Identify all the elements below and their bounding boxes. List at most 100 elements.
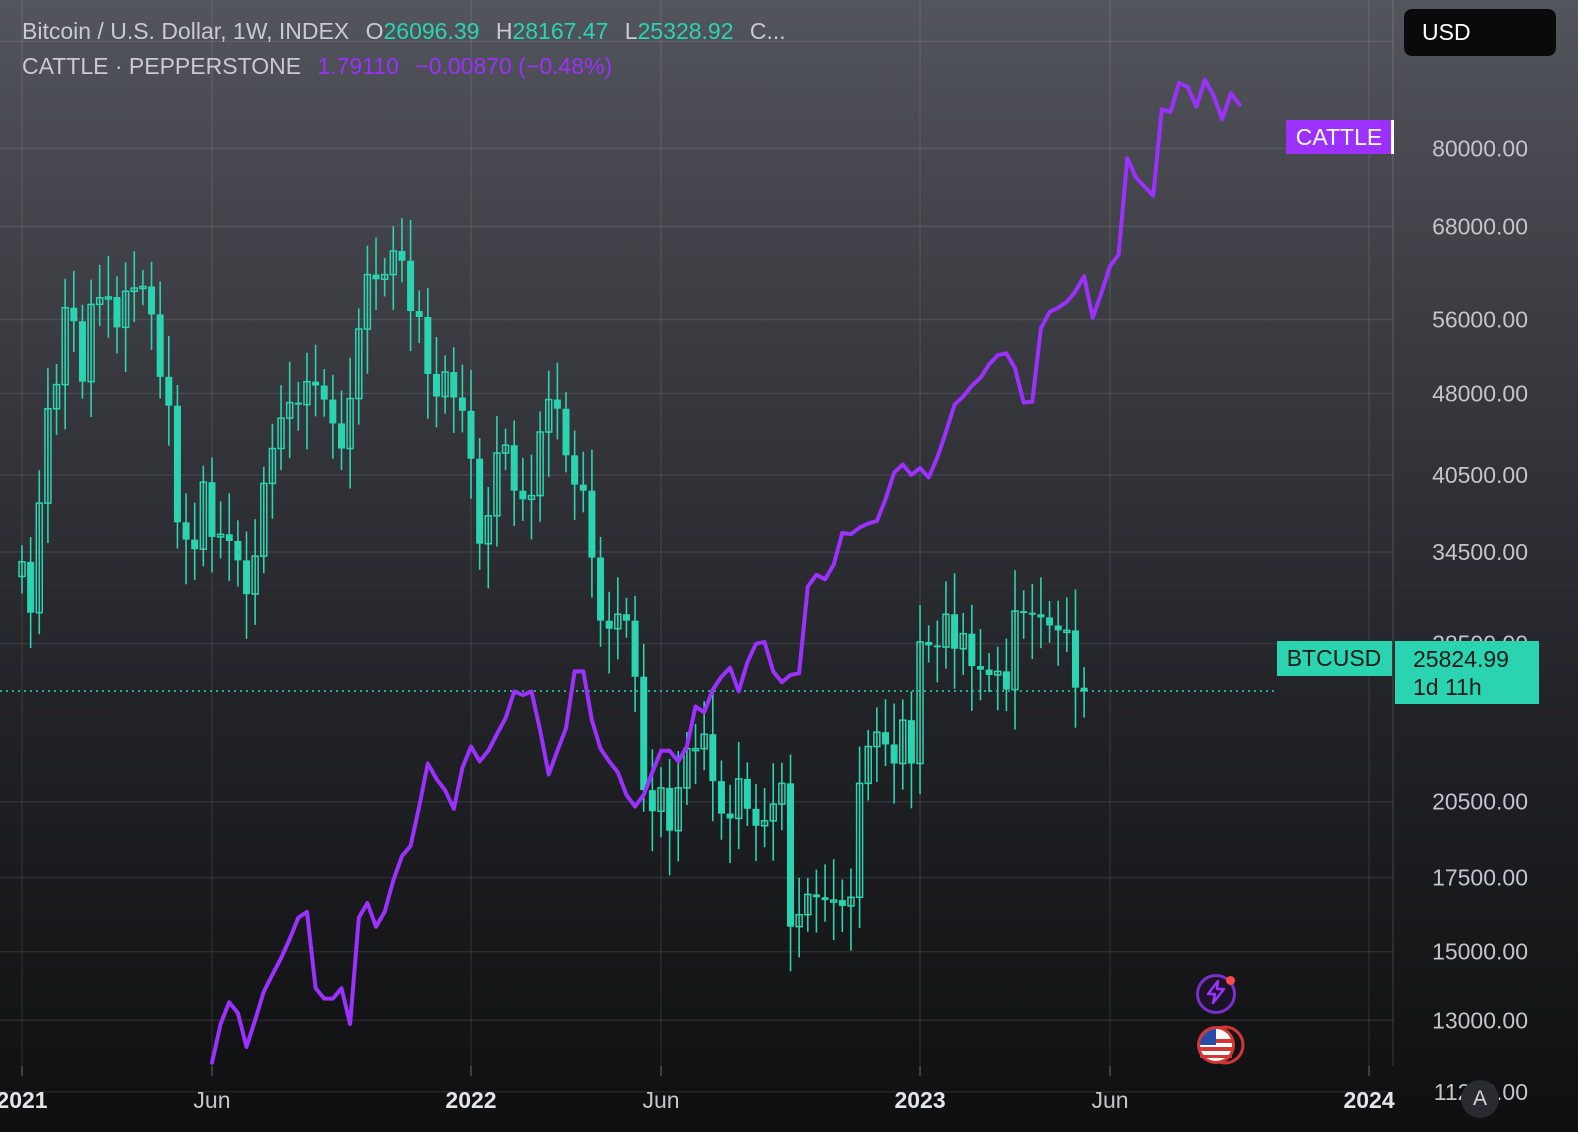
candle-body-up (501, 444, 510, 454)
symbol-title: Bitcoin / U.S. Dollar, 1W, INDEX (22, 18, 350, 44)
candle-body-down (1046, 617, 1054, 626)
candle-body-down (337, 423, 345, 449)
candle-body-up (795, 913, 803, 928)
candle-body-up (35, 502, 44, 614)
candle-body-down (968, 633, 976, 667)
candle-body-down (709, 734, 717, 782)
time-tick-label: 2021 (0, 1087, 48, 1113)
candle-body-down (890, 744, 898, 764)
candle-body-down (752, 808, 760, 826)
low-value: 25328.92 (637, 18, 734, 44)
candle-body-down (1002, 671, 1010, 690)
candle-body-up (778, 782, 786, 805)
candle-body-up (899, 719, 907, 765)
candle-body-down (243, 560, 251, 595)
price-tick-label: 17500.00 (1432, 865, 1528, 891)
price-tick-label: 56000.00 (1432, 307, 1528, 333)
candle-body-down (553, 399, 561, 409)
high-value: 28167.47 (512, 18, 609, 44)
candle-body-down (571, 455, 579, 485)
candle-body-up (441, 371, 449, 398)
candle-body-up (657, 787, 665, 812)
candle-body-up (804, 893, 812, 916)
candle-body-down (519, 490, 527, 500)
candle-body-up (614, 613, 622, 630)
candle-body-up (484, 515, 493, 545)
candle-body-up (389, 250, 398, 276)
candle-body-up (303, 380, 311, 406)
economic-events-button[interactable] (1195, 1022, 1247, 1068)
candle-body-down (588, 490, 596, 558)
candle-body-down (70, 307, 78, 322)
candle-body-down (951, 614, 959, 649)
candle-body-down (294, 402, 302, 405)
cattle-series-label: CATTLE (1286, 120, 1394, 154)
candle-body-down (113, 296, 121, 328)
candle-body-up (380, 273, 389, 281)
candle-body-down (579, 484, 587, 491)
candle-body-down (605, 620, 613, 629)
candle-body-down (156, 314, 164, 377)
candle-body-down (329, 399, 337, 424)
currency-selector[interactable]: USD (1404, 9, 1556, 56)
candle-body-down (458, 397, 466, 411)
candle-body-up (216, 533, 225, 538)
candle-body-up (700, 733, 708, 750)
candle-body-up (199, 481, 208, 550)
candle-body-down (925, 641, 933, 646)
candle-body-up (346, 397, 354, 450)
time-tick-label: Jun (642, 1087, 679, 1113)
candle-body-up (139, 285, 147, 290)
candle-body-down (976, 666, 984, 670)
candle-body-up (121, 290, 130, 329)
candle-body-up (260, 482, 268, 557)
candle-body-down (726, 813, 734, 819)
auto-scale-button[interactable]: A (1461, 1080, 1499, 1118)
candle-body-down (597, 557, 605, 621)
candle-body-down (622, 614, 630, 621)
candle-body-up (18, 561, 26, 578)
candle-body-up (1011, 610, 1019, 691)
candle-body-up (268, 447, 277, 485)
close-label: C... (749, 18, 786, 44)
compare-value: 1.79110 (317, 53, 399, 79)
candle-body-up (544, 398, 553, 433)
candle-body-up (855, 782, 864, 899)
candle-body-up (536, 431, 544, 497)
candle-body-up (873, 731, 881, 748)
candle-body-up (87, 303, 95, 383)
candle-body-up (864, 745, 872, 785)
compare-series-legend[interactable]: CATTLE · PEPPERSTONE 1.79110 −0.00870 (−… (22, 53, 612, 80)
time-tick-label: Jun (1091, 1087, 1128, 1113)
us-flag-icon (1197, 1025, 1245, 1065)
candle-body-down (787, 783, 795, 927)
time-tick-label: Jun (193, 1087, 230, 1113)
price-axis[interactable]: 100000.0080000.0068000.0056000.0048000.0… (1419, 28, 1528, 1104)
time-axis[interactable]: 2021 Jun 2022 Jun 2023 Jun 2024 (0, 1066, 1395, 1113)
candle-body-down (640, 676, 648, 791)
candle-body-down (320, 385, 328, 400)
high-label: H (495, 18, 513, 44)
candle-body-up (52, 383, 61, 410)
main-series-legend[interactable]: Bitcoin / U.S. Dollar, 1W, INDEX O26096.… (22, 18, 786, 45)
price-tick-label: 15000.00 (1432, 939, 1528, 965)
low-label: L (624, 18, 638, 44)
time-tick-label: 2023 (894, 1087, 945, 1113)
price-tick-label: 48000.00 (1432, 381, 1528, 407)
notification-dot (1226, 976, 1235, 985)
btc-label-text: BTCUSD (1287, 645, 1382, 671)
open-label: O (365, 18, 384, 44)
candle-body-down (476, 458, 484, 544)
candle-body-down (424, 316, 432, 374)
candle-body-down (1080, 687, 1088, 692)
candle-body-down (234, 540, 242, 561)
candle-body-up (829, 899, 838, 903)
candle-body-up (916, 641, 924, 765)
price-tick-label: 80000.00 (1432, 135, 1528, 161)
candle-body-down (666, 787, 674, 831)
candle-body-down (812, 894, 820, 898)
candle-body-down (631, 620, 639, 677)
candle-body-down (821, 897, 829, 901)
candle-body-down (208, 482, 216, 537)
